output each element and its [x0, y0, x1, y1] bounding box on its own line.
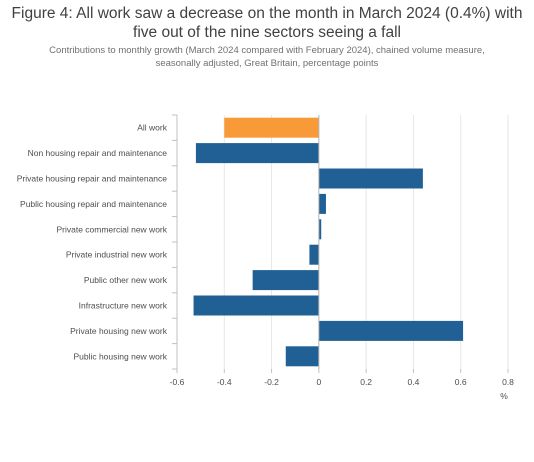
x-tick-label: -0.6 [170, 377, 185, 387]
bar [318, 193, 326, 214]
chart-subtitle-line-2: seasonally adjusted, Great Britain, perc… [155, 58, 379, 69]
x-tick-label: 0.8 [502, 377, 514, 387]
category-label: Public housing repair and maintenance [20, 199, 167, 209]
bar [285, 346, 319, 367]
x-tick-label: -0.2 [264, 377, 279, 387]
bar [193, 295, 319, 316]
category-label: Private industrial new work [66, 250, 168, 260]
bar [318, 219, 322, 240]
category-label: Public other new work [84, 275, 168, 285]
chart-title: Figure 4: All work saw a decrease on the… [0, 4, 534, 42]
bar [252, 270, 319, 291]
category-label: Private housing repair and maintenance [17, 174, 168, 184]
bar [318, 320, 464, 341]
x-tick-label: 0 [316, 377, 321, 387]
x-tick-label: 0.2 [360, 377, 372, 387]
chart-subtitle-line-1: Contributions to monthly growth (March 2… [49, 45, 485, 56]
category-label: Infrastructure new work [79, 301, 168, 311]
category-label: Non housing repair and maintenance [28, 148, 168, 158]
x-tick-label: 0.6 [455, 377, 467, 387]
bar [224, 117, 319, 138]
x-tick-label: -0.4 [217, 377, 232, 387]
chart-title-line-1: Figure 4: All work saw a decrease on the… [11, 5, 523, 22]
x-tick-label: 0.4 [408, 377, 420, 387]
category-label: All work [137, 123, 168, 133]
x-axis-unit-label: % [500, 391, 508, 401]
category-label: Private housing new work [70, 326, 168, 336]
chart-title-line-2: five out of the nine sectors seeing a fa… [133, 24, 401, 41]
bar [195, 143, 319, 164]
category-label: Private commercial new work [56, 224, 167, 234]
category-label: Public housing new work [73, 351, 167, 361]
chart-subtitle: Contributions to monthly growth (March 2… [0, 44, 534, 70]
bar [309, 244, 319, 265]
bar [318, 168, 423, 189]
